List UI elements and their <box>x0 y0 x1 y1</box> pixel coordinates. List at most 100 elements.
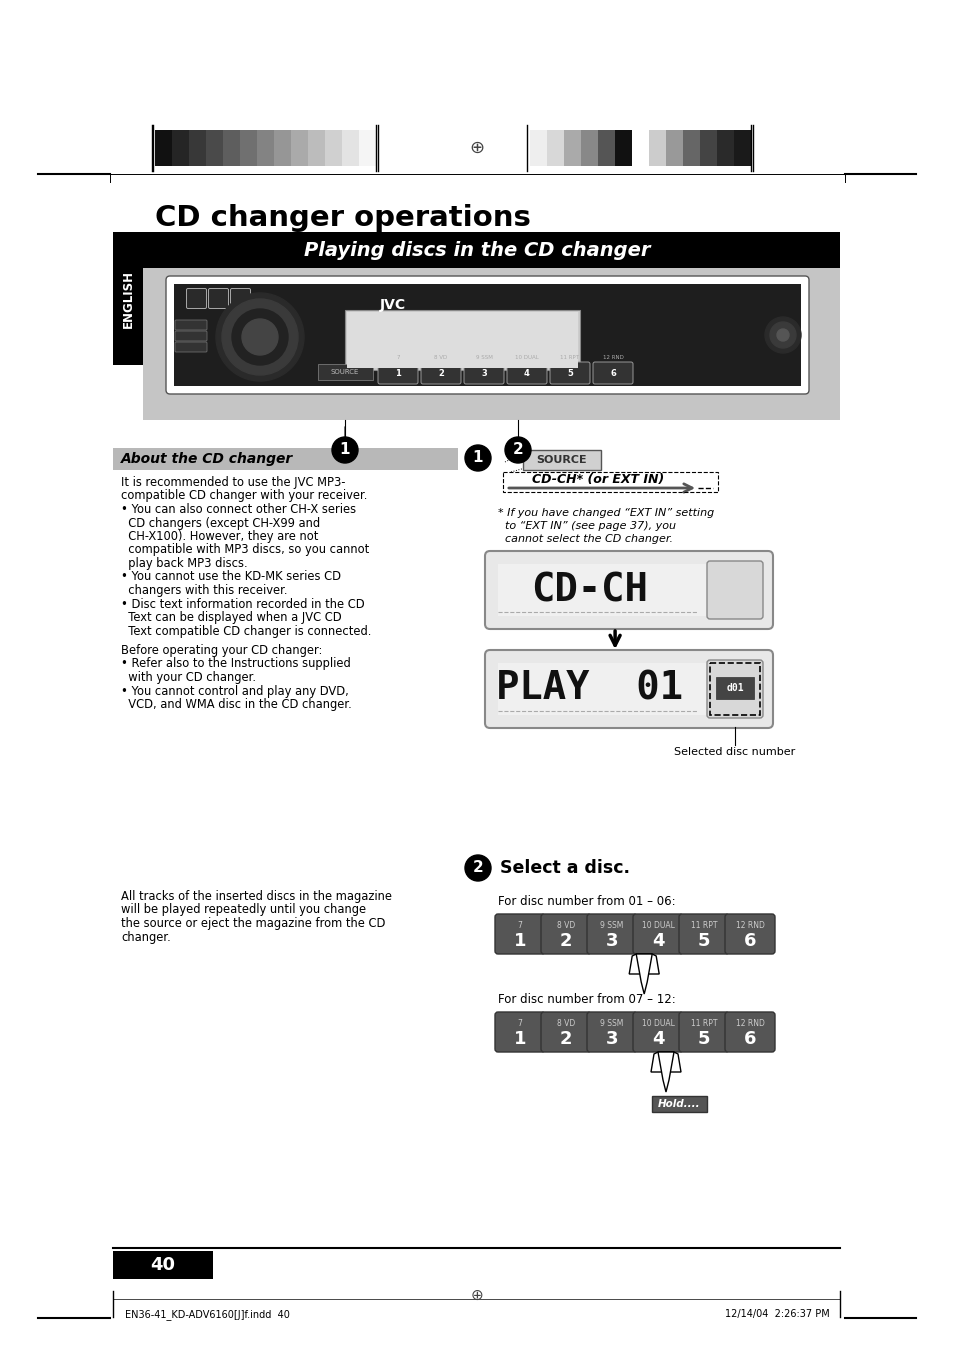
Polygon shape <box>636 954 652 994</box>
Bar <box>308 130 325 166</box>
Bar <box>317 363 373 380</box>
Text: 3: 3 <box>480 369 486 377</box>
Text: d01: d01 <box>725 684 743 693</box>
Text: About the CD changer: About the CD changer <box>121 453 293 466</box>
Text: PLAY  01: PLAY 01 <box>496 670 682 708</box>
Text: 7: 7 <box>395 355 399 359</box>
FancyBboxPatch shape <box>174 342 207 353</box>
Bar <box>502 471 718 492</box>
Polygon shape <box>650 1052 680 1071</box>
FancyBboxPatch shape <box>540 915 590 954</box>
Bar <box>497 663 760 715</box>
Text: 6: 6 <box>609 369 616 377</box>
Text: 2: 2 <box>472 861 483 875</box>
Bar <box>716 677 753 698</box>
Text: • You cannot control and play any DVD,: • You cannot control and play any DVD, <box>121 685 349 697</box>
Text: • You cannot use the KD-MK series CD: • You cannot use the KD-MK series CD <box>121 570 340 584</box>
Bar <box>112 449 457 470</box>
Text: ENGLISH: ENGLISH <box>121 270 134 328</box>
Text: EN36-41_KD-ADV6160[J]f.indd  40: EN36-41_KD-ADV6160[J]f.indd 40 <box>125 1309 290 1320</box>
Text: compatible with MP3 discs, so you cannot: compatible with MP3 discs, so you cannot <box>121 543 369 557</box>
Text: compatible CD changer with your receiver.: compatible CD changer with your receiver… <box>121 489 367 503</box>
Bar <box>598 130 615 166</box>
Text: 4: 4 <box>651 932 663 950</box>
FancyBboxPatch shape <box>420 362 460 384</box>
Bar <box>631 130 648 166</box>
Bar <box>497 563 760 616</box>
FancyBboxPatch shape <box>506 362 546 384</box>
Text: 1: 1 <box>514 1029 526 1048</box>
Bar <box>358 130 375 166</box>
Bar <box>325 130 341 166</box>
Text: CD-CH: CD-CH <box>531 571 648 609</box>
Bar <box>274 130 291 166</box>
FancyBboxPatch shape <box>679 1012 728 1052</box>
Polygon shape <box>629 954 659 974</box>
Bar <box>648 130 665 166</box>
Text: 7: 7 <box>517 1019 522 1028</box>
Text: 8 VD: 8 VD <box>557 1019 575 1028</box>
Text: Hold....: Hold.... <box>657 1098 700 1109</box>
Text: 1: 1 <box>514 932 526 950</box>
Bar <box>154 130 172 166</box>
FancyBboxPatch shape <box>495 1012 544 1052</box>
Text: the source or eject the magazine from the CD: the source or eject the magazine from th… <box>121 917 385 929</box>
FancyBboxPatch shape <box>724 1012 774 1052</box>
Text: 12 RND: 12 RND <box>602 355 622 359</box>
Text: 4: 4 <box>523 369 529 377</box>
Text: play back MP3 discs.: play back MP3 discs. <box>121 557 248 570</box>
Text: For disc number from 01 – 06:: For disc number from 01 – 06: <box>497 894 675 908</box>
FancyBboxPatch shape <box>633 1012 682 1052</box>
Text: 8 VD: 8 VD <box>434 355 447 359</box>
Bar <box>665 130 682 166</box>
Bar <box>172 130 189 166</box>
Text: 2: 2 <box>559 932 572 950</box>
Text: 9 SSM: 9 SSM <box>599 920 623 929</box>
FancyBboxPatch shape <box>586 915 637 954</box>
Bar <box>256 130 274 166</box>
Text: SOURCE: SOURCE <box>331 369 359 376</box>
Text: 2: 2 <box>559 1029 572 1048</box>
Text: to “EXT IN” (see page 37), you: to “EXT IN” (see page 37), you <box>497 521 676 531</box>
Text: 4: 4 <box>651 1029 663 1048</box>
Text: Select a disc.: Select a disc. <box>499 859 629 877</box>
Text: 5: 5 <box>697 932 709 950</box>
Bar <box>291 130 308 166</box>
FancyBboxPatch shape <box>209 289 229 308</box>
Text: 9 SSM: 9 SSM <box>599 1019 623 1028</box>
Text: All tracks of the inserted discs in the magazine: All tracks of the inserted discs in the … <box>121 890 392 902</box>
Text: changers with this receiver.: changers with this receiver. <box>121 584 287 597</box>
FancyBboxPatch shape <box>174 331 207 340</box>
FancyBboxPatch shape <box>540 1012 590 1052</box>
Text: cannot select the CD changer.: cannot select the CD changer. <box>497 534 672 544</box>
Text: 9 SSM: 9 SSM <box>475 355 492 359</box>
Text: It is recommended to use the JVC MP3-: It is recommended to use the JVC MP3- <box>121 476 345 489</box>
Text: 5: 5 <box>566 369 573 377</box>
Circle shape <box>764 317 801 353</box>
Text: VCD, and WMA disc in the CD changer.: VCD, and WMA disc in the CD changer. <box>121 698 352 711</box>
Text: Playing discs in the CD changer: Playing discs in the CD changer <box>303 240 650 259</box>
Bar <box>651 1096 706 1112</box>
Text: 12 RND: 12 RND <box>735 920 763 929</box>
FancyBboxPatch shape <box>706 661 762 717</box>
Bar <box>112 232 840 267</box>
Bar <box>717 130 733 166</box>
Bar <box>240 130 256 166</box>
Text: • Refer also to the Instructions supplied: • Refer also to the Instructions supplie… <box>121 658 351 670</box>
Text: Before operating your CD changer:: Before operating your CD changer: <box>121 644 322 657</box>
FancyBboxPatch shape <box>633 915 682 954</box>
Text: • Disc text information recorded in the CD: • Disc text information recorded in the … <box>121 597 364 611</box>
Text: • You can also connect other CH-X series: • You can also connect other CH-X series <box>121 503 355 516</box>
Circle shape <box>222 299 297 376</box>
Bar <box>580 130 598 166</box>
Text: CD changer operations: CD changer operations <box>154 204 530 232</box>
Text: 10 DUAL: 10 DUAL <box>640 920 674 929</box>
Text: Text can be displayed when a JVC CD: Text can be displayed when a JVC CD <box>121 611 341 624</box>
Text: CH-X100). However, they are not: CH-X100). However, they are not <box>121 530 318 543</box>
Polygon shape <box>658 1052 673 1092</box>
FancyBboxPatch shape <box>679 915 728 954</box>
Text: 7: 7 <box>517 920 522 929</box>
Text: 6: 6 <box>743 1029 756 1048</box>
FancyBboxPatch shape <box>166 276 808 394</box>
FancyBboxPatch shape <box>463 362 503 384</box>
